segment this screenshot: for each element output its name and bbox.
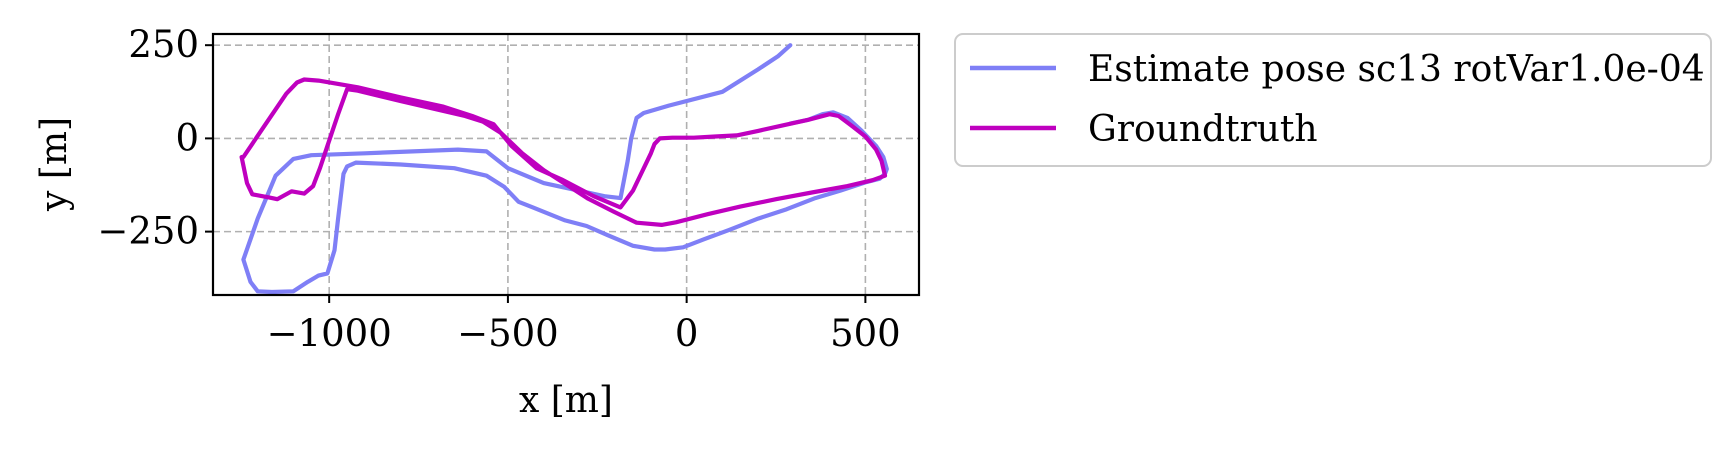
- legend-label-groundtruth: Groundtruth: [1088, 109, 1318, 150]
- plot-area: [205, 32, 921, 303]
- legend-box: [954, 33, 1712, 167]
- tick-marks: [205, 44, 867, 303]
- tick-labels: −1000 −500 0 500 250 0 −250: [97, 23, 900, 355]
- y-tick-label: 250: [128, 23, 199, 66]
- x-axis-label: x [m]: [519, 380, 613, 421]
- legend-label-estimate: Estimate pose sc13 rotVar1.0e-04: [1088, 49, 1705, 90]
- y-tick-label: −250: [97, 210, 199, 253]
- x-tick-label: −1000: [267, 312, 392, 355]
- x-tick-label: 0: [675, 312, 699, 355]
- grid-lines: [213, 34, 919, 295]
- series-layer: [239, 43, 889, 295]
- y-tick-label: 0: [175, 116, 199, 159]
- series-line-groundtruth: [239, 77, 888, 227]
- legend: Estimate pose sc13 rotVar1.0e-04 Groundt…: [954, 33, 1712, 167]
- axes-frame: [211, 32, 921, 297]
- y-axis-label: y [m]: [34, 117, 75, 212]
- x-tick-label: −500: [457, 312, 559, 355]
- x-tick-label: 500: [830, 312, 901, 355]
